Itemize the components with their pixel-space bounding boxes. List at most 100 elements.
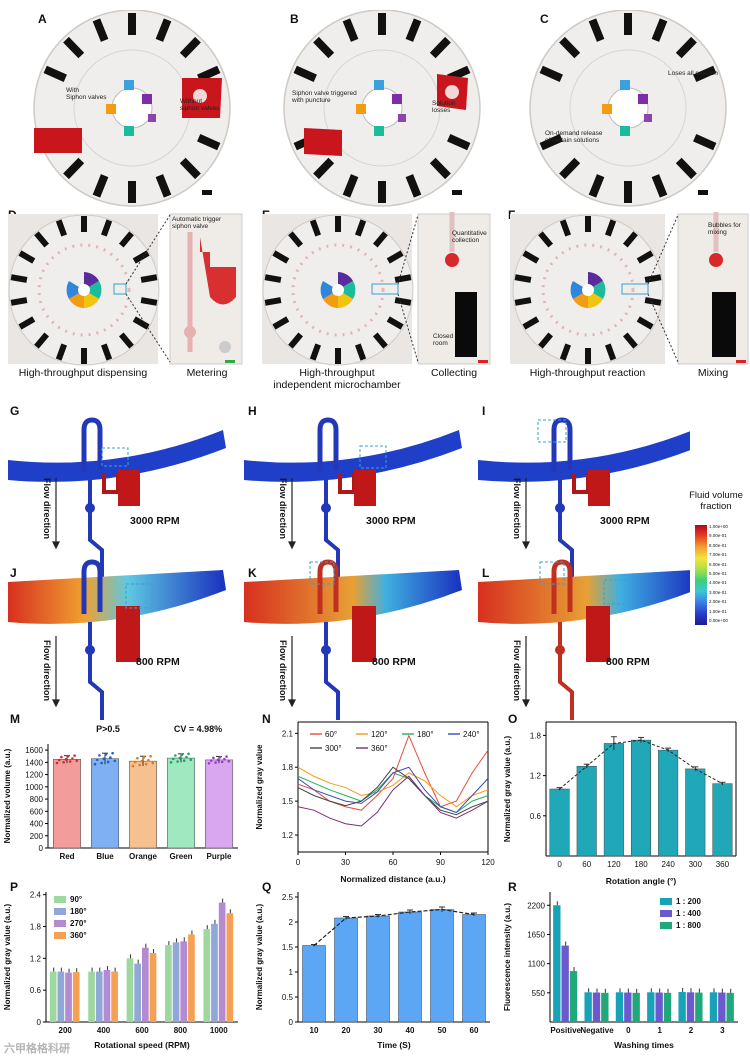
data-point <box>64 757 68 761</box>
data-point <box>66 755 70 758</box>
chart-o: 0.6 1.2 1.8 Normalized gray value (a.u.) Rot… <box>503 721 737 886</box>
f-zoom-annotation: Bubbles for mixing <box>708 222 741 237</box>
data-point <box>136 756 139 760</box>
x-tick-label: 600 <box>135 1026 149 1035</box>
legend-swatch <box>54 920 66 927</box>
legend-swatch <box>54 896 66 903</box>
data-point <box>104 752 108 756</box>
d-zoom-annotation: Automatic trigger siphon valve <box>172 216 222 231</box>
watermark: 六甲格格科研 <box>4 1043 70 1055</box>
legend-swatch <box>660 910 672 917</box>
data-point <box>209 759 213 762</box>
y-axis-label: Normalized volume (a.u.) <box>3 748 12 843</box>
data-point <box>185 755 188 759</box>
bar <box>226 913 234 1022</box>
legend-label: 180° <box>70 907 87 916</box>
series-line <box>297 766 489 816</box>
bar <box>88 971 95 1022</box>
bar <box>678 992 686 1022</box>
y-tick-label: 2.5 <box>282 893 294 902</box>
bar <box>103 970 111 1022</box>
trend-line <box>313 908 475 946</box>
x-axis-label: Rotation angle (°) <box>606 876 677 886</box>
x-tick-label: 3 <box>720 1026 725 1035</box>
x-tick-label: 120 <box>607 860 621 869</box>
x-axis-label: Time (S) <box>377 1040 411 1050</box>
data-point <box>131 764 135 768</box>
x-tick-label: 40 <box>406 1026 415 1035</box>
annotation-cv: CV = 4.98% <box>174 724 222 734</box>
bar <box>302 945 326 1023</box>
bar <box>576 765 597 857</box>
data-point <box>93 762 97 766</box>
y-tick-label: 800 <box>30 795 44 804</box>
trend-line <box>559 739 723 790</box>
x-tick-label: 0 <box>296 858 301 867</box>
legend-swatch <box>660 922 672 929</box>
data-point <box>60 755 63 759</box>
data-point <box>106 760 110 764</box>
y-tick-label: 1.8 <box>282 763 294 772</box>
x-tick-label: 30 <box>374 1026 383 1035</box>
bar <box>561 945 569 1022</box>
flow-direction-k: Flow direction <box>278 640 288 702</box>
data-point <box>133 760 137 764</box>
bar <box>695 992 703 1022</box>
panel-label-c: C <box>540 12 549 26</box>
bar <box>615 992 624 1022</box>
y-tick-label: 0.6 <box>530 812 542 821</box>
y-axis-label: Normalized gray value (a.u.) <box>3 904 12 1011</box>
legend-label: 60° <box>325 730 337 739</box>
x-tick-label: 20 <box>342 1026 351 1035</box>
data-point <box>180 753 184 756</box>
caption-metering: Metering <box>186 367 228 379</box>
a-annotation-left: With Siphon valves <box>66 87 107 102</box>
c-annotation-right: Loses all solution <box>668 70 718 77</box>
bar <box>584 992 592 1022</box>
colorbar-tick: 5.00e-01 <box>709 571 727 577</box>
x-tick-label: 1 <box>657 1026 662 1035</box>
data-point <box>62 760 65 764</box>
flow-direction-i: Flow direction <box>512 478 522 540</box>
flow-direction-h: Flow direction <box>278 478 288 540</box>
colorbar-tick: 6.00e-01 <box>709 561 727 567</box>
bar <box>549 788 570 857</box>
x-tick-label: Orange <box>129 852 158 861</box>
x-tick-label: Green <box>169 852 192 861</box>
bar <box>57 971 65 1022</box>
bar <box>172 942 180 1022</box>
bar <box>655 992 663 1022</box>
y-tick-label: 2.1 <box>282 729 294 738</box>
x-tick-label: 30 <box>341 858 350 867</box>
bar <box>647 992 655 1022</box>
x-tick-label: 50 <box>438 1026 447 1035</box>
panel-label-n: N <box>262 712 271 726</box>
bar <box>366 915 390 1023</box>
data-point <box>214 761 217 764</box>
flow-direction-l: Flow direction <box>512 640 522 702</box>
panel-label-i: I <box>482 404 486 418</box>
bar <box>553 905 561 1022</box>
legend-swatch <box>54 932 66 939</box>
flow-direction-g: Flow direction <box>42 478 52 540</box>
caption-collecting: Collecting <box>430 367 478 379</box>
x-tick-label: 60 <box>389 858 398 867</box>
c-annotation-left: On-demand release of certain solutions <box>545 130 603 145</box>
b-annotation-left: Siphon valve triggered with puncture <box>292 90 357 105</box>
y-axis-label: Fluorescence intensity (a.u.) <box>503 903 512 1011</box>
colorbar-tick: 1.00e+00 <box>709 524 728 529</box>
bar <box>709 992 718 1022</box>
x-tick-label: 1000 <box>210 1026 228 1035</box>
data-point <box>55 761 59 765</box>
chart-m: 0 200 400 600 800 1000 1200 1400 1600 Normalized … <box>3 724 238 861</box>
colorbar-tick: 2.00e-01 <box>709 599 727 605</box>
bar <box>686 992 695 1022</box>
chart-n: 1.2 1.5 1.8 2.1 Normalized gray value Normali… <box>255 721 495 884</box>
legend-label: 240° <box>463 730 480 739</box>
panel-label-p: P <box>10 880 19 894</box>
data-point <box>138 763 141 767</box>
bar <box>726 992 734 1022</box>
data-point <box>149 754 152 758</box>
panel-label-b: B <box>290 12 299 26</box>
